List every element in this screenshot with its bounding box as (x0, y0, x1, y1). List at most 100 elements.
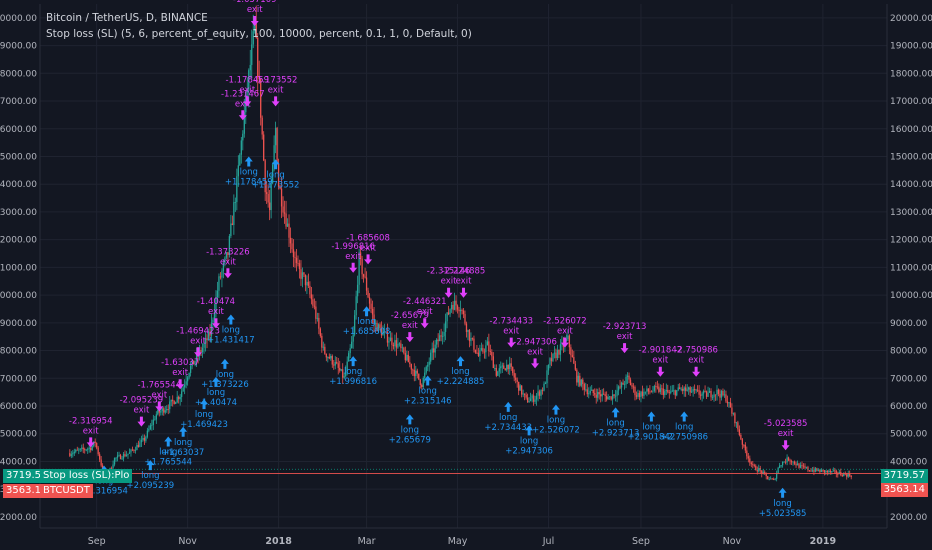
candle-body (805, 467, 808, 469)
candle-body (611, 394, 614, 400)
candle-body (254, 23, 256, 32)
candle-body (367, 290, 369, 298)
candle-body (331, 355, 333, 365)
candle-body (185, 381, 187, 385)
candle-body (76, 449, 78, 451)
candle-body (170, 399, 172, 402)
long-signal-label: long (159, 448, 177, 458)
candle-body (467, 329, 469, 332)
candle-body (519, 385, 521, 391)
candle-body (558, 349, 560, 355)
long-signal-value: +2.750986 (660, 433, 708, 443)
candle-body (662, 388, 664, 395)
candle-body (131, 449, 134, 451)
exit-signal-value: -1.231467 (221, 89, 265, 99)
candle-body (289, 237, 292, 244)
candle-body (130, 449, 132, 453)
chart-legend: Bitcoin / TetherUS, D, BINANCE Stop loss… (46, 10, 472, 42)
candle-body (781, 461, 784, 466)
candle-body (231, 223, 234, 225)
candle-body (166, 409, 168, 411)
long-signal-arrow (146, 460, 155, 471)
candle-body (249, 64, 251, 71)
long-signal-label: long (240, 167, 258, 177)
candle-body (814, 468, 817, 472)
candle-body (604, 394, 606, 397)
symbol-price-tag-right: 3563.14 (880, 483, 928, 497)
candle-body (529, 398, 532, 402)
candle-body (691, 391, 693, 393)
candle-body (228, 236, 231, 255)
exit-signal-label: exit (83, 426, 99, 436)
x-tick-label: Mar (358, 536, 376, 547)
candle-body (212, 319, 214, 323)
candle-body (582, 379, 584, 385)
candle-body (646, 388, 648, 392)
exit-signal-value: -2.734433 (489, 317, 533, 327)
long-signal-value: +1.178459 (225, 177, 273, 187)
candle-body (601, 393, 603, 397)
candle-body (699, 394, 702, 396)
candle-body (213, 312, 216, 320)
candle-body (720, 390, 723, 398)
candle-body (617, 386, 620, 391)
candle-body (276, 127, 278, 164)
candle-body (504, 368, 506, 371)
candle-body (252, 31, 254, 45)
candle-body (385, 331, 387, 333)
candle-body (758, 468, 760, 472)
long-signal-label: long (451, 367, 469, 377)
candle-body (498, 368, 500, 372)
candle-body (459, 309, 462, 312)
candle-body (483, 351, 486, 353)
exit-signal-label: exit (360, 243, 376, 253)
candle-body (464, 314, 466, 324)
candle-body (370, 303, 372, 309)
symbol-label-tag[interactable]: BTCUSDT (40, 484, 93, 498)
exit-signal-value: -2.901842 (639, 346, 683, 356)
candle-body (301, 272, 304, 279)
candle-body (227, 252, 229, 255)
candle-body (286, 223, 289, 227)
candle-body (142, 437, 144, 440)
candle-body (336, 362, 338, 364)
candle-body (397, 343, 399, 348)
exit-signal-arrow (444, 287, 453, 298)
strategy-label-tag[interactable]: Stop loss (SL):Plo (40, 469, 133, 483)
long-signal-value: +5.023585 (759, 509, 807, 519)
y-tick-label-right: 4000.00 (890, 457, 927, 467)
candle-body (778, 465, 781, 468)
candle-body (356, 284, 359, 297)
candle-body (394, 340, 396, 347)
candle-body (307, 281, 310, 286)
candle-body (774, 478, 776, 480)
candle-body (643, 391, 645, 396)
candle-body (264, 160, 266, 193)
candle-body (371, 308, 374, 315)
long-signal-value: +1.173552 (252, 180, 300, 190)
long-signal-label: long (642, 423, 660, 433)
candle-body (682, 388, 684, 391)
candle-body (178, 396, 180, 400)
candle-body (485, 345, 487, 353)
candle-body (641, 391, 644, 396)
candle-body (201, 347, 204, 353)
candle-body (392, 344, 395, 347)
candle-body (738, 429, 741, 435)
long-signal-value: +2.65679 (389, 435, 431, 445)
candle-body (546, 370, 548, 384)
candle-body (128, 452, 131, 454)
long-signal-arrow (200, 399, 209, 410)
strategy-price-tag-left: 3719.57 (3, 469, 51, 483)
candle-body (532, 395, 535, 402)
candle-body (316, 317, 319, 319)
candle-body (600, 394, 602, 397)
candle-body (632, 386, 635, 388)
candle-body (283, 212, 286, 214)
candle-body (319, 328, 321, 336)
candle-body (695, 389, 697, 391)
candle-body (705, 391, 708, 397)
y-tick-label-right: 2000.00 (890, 513, 927, 523)
candle-body (588, 393, 590, 395)
